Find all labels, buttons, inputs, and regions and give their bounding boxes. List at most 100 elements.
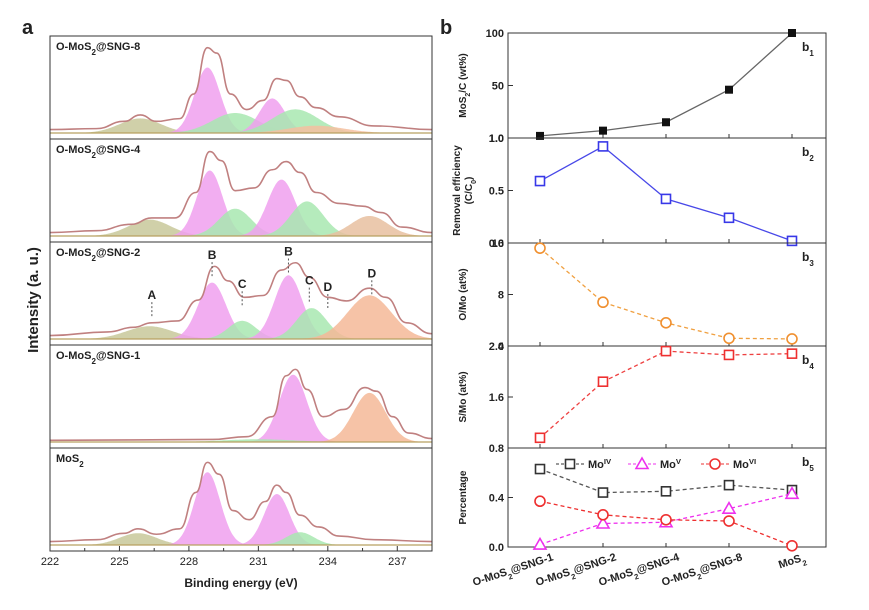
xps-subplot-2: O-MoS2@SNG-4 (49, 138, 433, 243)
y-tick-label: 0.4 (489, 493, 505, 505)
peak-label: B (208, 248, 217, 262)
data-point (723, 515, 735, 527)
series-line-1 (539, 468, 793, 494)
data-point (786, 235, 798, 247)
panel-a: O-MoS2@SNG-8 O-MoS2@SNG-4 O-MoS2@SNG-2 A B C B… (41, 35, 433, 568)
subplot-frame (507, 242, 827, 347)
fit-component-1 (50, 326, 432, 339)
subplot-tag: b1 (802, 40, 814, 58)
fit-component-2 (50, 392, 432, 442)
data-point (534, 495, 546, 508)
data-point (532, 536, 548, 550)
y-tick-label: 0.0 (489, 542, 504, 554)
data-point (723, 349, 735, 361)
panel-b-subplot-1: 100 50 1.0 MoS2/C (wt%) b1 (458, 28, 827, 145)
data-point (725, 85, 733, 94)
subplot-label: O-MoS2@SNG-8 (56, 41, 140, 57)
fit-component-2 (50, 472, 432, 545)
y-tick-label: 2.4 (489, 341, 505, 353)
y-tick-label: 0.8 (489, 443, 504, 455)
data-point (788, 29, 796, 37)
y-tick-label: 0 (498, 341, 504, 353)
fit-component-6 (50, 295, 432, 339)
data-point (660, 317, 672, 329)
fit-component-3 (50, 208, 432, 236)
fit-component-3 (50, 439, 432, 442)
data-point (662, 118, 670, 127)
data-point (709, 458, 721, 470)
data-point (723, 212, 735, 224)
data-point (660, 345, 672, 357)
panel-a-ylabel: Intensity (a. u.) (25, 247, 42, 353)
panel-b-subplot-5: 0.4 0.0 Percentage b5 MoIV MoV MoVI (458, 447, 827, 554)
data-point (534, 175, 546, 187)
data-point (564, 458, 576, 470)
y-tick-label: 1.6 (489, 392, 504, 404)
xps-subplot-1: O-MoS2@SNG-8 (49, 35, 433, 140)
data-point (723, 479, 735, 491)
subplot-tag: b5 (802, 455, 814, 473)
panel-b-subplot-2: 1.0 0.5 0.0 Removal efficiency (C/C0) b2 (452, 133, 827, 250)
data-point (723, 332, 735, 345)
subplot-frame (507, 345, 827, 449)
data-point (597, 296, 609, 309)
subplot-label: MoS2 (56, 453, 84, 469)
data-point (599, 126, 607, 135)
data-point (786, 539, 798, 552)
y-axis-label: S/Mo (at%) (458, 371, 469, 422)
panel-a-letter: a (22, 17, 34, 39)
peak-label: C (305, 274, 314, 288)
data-point (597, 376, 609, 388)
subplot-label: O-MoS2@SNG-1 (56, 350, 140, 366)
x-tick-label: 237 (388, 556, 406, 568)
data-point (721, 501, 737, 514)
x-tick-label: 225 (110, 556, 128, 568)
peak-label: D (323, 280, 332, 294)
data-point (536, 131, 544, 140)
data-point (595, 515, 611, 529)
fit-component-6 (50, 125, 432, 133)
y-tick-label: 0.0 (489, 238, 504, 250)
subplot-label: O-MoS2@SNG-2 (56, 247, 140, 263)
y-tick-label: 0.5 (489, 186, 504, 198)
data-point (597, 487, 609, 498)
y-tick-label: 1.0 (489, 133, 504, 145)
data-point (786, 333, 798, 345)
data-point (534, 242, 546, 254)
legend-label: MoIV (588, 457, 612, 472)
peak-label: D (367, 266, 376, 280)
data-point (660, 193, 672, 205)
panel-b-letter: b (440, 17, 452, 39)
series-line-1 (539, 350, 793, 439)
peak-label: A (148, 288, 157, 302)
envelope-curve (49, 261, 433, 337)
y-axis-label: MoS2/C (wt%) (458, 53, 472, 117)
fit-component-1 (50, 118, 432, 133)
subplot-frame (507, 137, 827, 244)
panel-b-subplot-3: 16 8 0 O/Mo (at%) b3 (458, 238, 827, 353)
subplot-tag: b3 (802, 250, 814, 268)
subplot-tag: b2 (802, 145, 814, 163)
data-point (784, 486, 800, 500)
y-tick-label: 1.0 (489, 133, 504, 145)
data-point (786, 348, 798, 359)
envelope-curve (49, 150, 433, 234)
legend-label: MoV (660, 457, 682, 472)
data-point (597, 141, 609, 152)
y-axis-label: O/Mo (at%) (458, 268, 469, 320)
xps-subplot-4: O-MoS2@SNG-1 (49, 344, 433, 449)
envelope-curve (49, 461, 433, 543)
peak-label: C (238, 277, 247, 291)
xps-subplot-5: MoS2 (49, 447, 433, 552)
panel-a-xlabel: Binding energy (eV) (184, 576, 297, 590)
fit-component-3 (50, 113, 432, 133)
x-tick-label: 231 (249, 556, 267, 568)
data-point (597, 509, 609, 521)
category-label: MoS2 (777, 551, 808, 574)
fit-component-1 (50, 219, 432, 236)
data-point (660, 513, 672, 526)
y-tick-label: 8 (498, 290, 504, 302)
